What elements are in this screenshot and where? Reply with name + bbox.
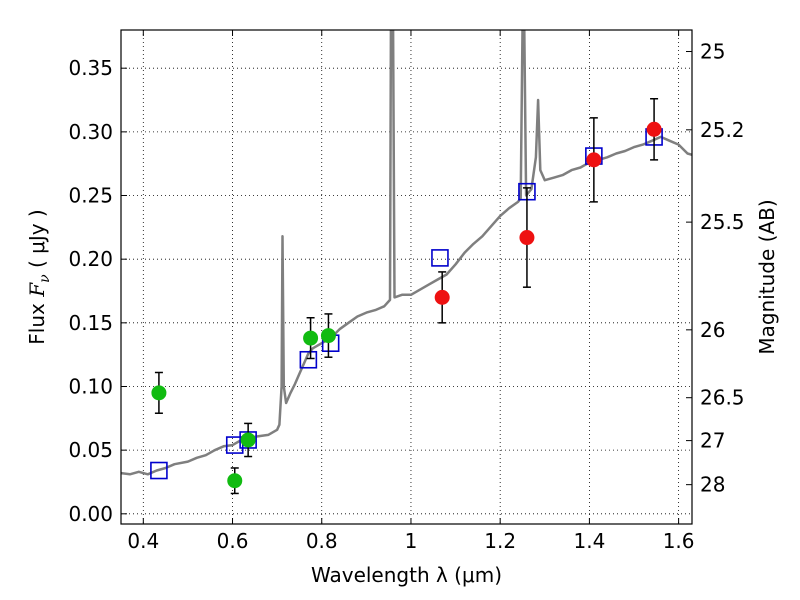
y-tick-label: 0.05 bbox=[68, 438, 113, 462]
model-square-marker bbox=[150, 461, 168, 480]
photometry-point bbox=[586, 152, 602, 168]
photometry-point bbox=[303, 330, 319, 346]
photometry-point bbox=[227, 473, 243, 489]
x-tick-label: 0.6 bbox=[217, 529, 249, 553]
y-tick-label: 0.10 bbox=[68, 374, 113, 398]
photometry-point bbox=[320, 328, 336, 344]
plot-area bbox=[121, 30, 692, 495]
y-tick-label: 0.35 bbox=[68, 56, 113, 80]
y-tick-label: 0.20 bbox=[68, 247, 113, 271]
y2-tick-label: 27 bbox=[700, 429, 725, 453]
model-square-marker bbox=[431, 249, 449, 267]
y-tick-label: 0.00 bbox=[68, 502, 113, 526]
x-tick-label: 0.4 bbox=[127, 529, 159, 553]
photometry-point bbox=[240, 432, 256, 448]
y-axis-label-subscript: ν bbox=[37, 274, 53, 283]
photometry-point bbox=[646, 121, 662, 137]
y-axis-label-prefix: Flux bbox=[25, 297, 49, 345]
y-tick-label: 0.25 bbox=[68, 184, 113, 208]
y-tick-label: 0.30 bbox=[68, 120, 113, 144]
y-axis-label: Flux Fν ( μJy ) bbox=[25, 209, 53, 344]
y2-tick-label: 25.5 bbox=[700, 210, 745, 234]
x-tick-label: 1.6 bbox=[663, 529, 695, 553]
photometry-point bbox=[434, 289, 450, 305]
y2-tick-label: 26.5 bbox=[700, 386, 745, 410]
y2-tick-label: 25 bbox=[700, 40, 725, 64]
x-tick-label: 1.2 bbox=[484, 529, 516, 553]
plot-frame bbox=[120, 29, 693, 525]
model-square-marker bbox=[299, 350, 318, 369]
y2-axis-label: Magnitude (AB) bbox=[755, 199, 779, 354]
y2-tick-label: 28 bbox=[700, 473, 725, 497]
y2-tick-label: 25.2 bbox=[700, 118, 745, 142]
x-axis-label: Wavelength λ (μm) bbox=[311, 563, 502, 587]
y2-tick-label: 26 bbox=[700, 318, 725, 342]
x-tick-label: 1.4 bbox=[573, 529, 605, 553]
y-tick-label: 0.15 bbox=[68, 311, 113, 335]
y-axis-label-symbol: F bbox=[25, 282, 49, 298]
x-tick-label: 0.8 bbox=[306, 529, 338, 553]
x-tick-label: 1 bbox=[405, 529, 418, 553]
axis-ticks: 0.4 0.6 0.8 1 1.2 1.4 1.6 0.00 0.05 0.10 0.15 0.20 0… bbox=[68, 30, 745, 553]
photometry-point bbox=[151, 385, 167, 401]
photometry-point bbox=[519, 230, 535, 246]
y-axis-label-suffix: ( μJy ) bbox=[25, 209, 49, 274]
